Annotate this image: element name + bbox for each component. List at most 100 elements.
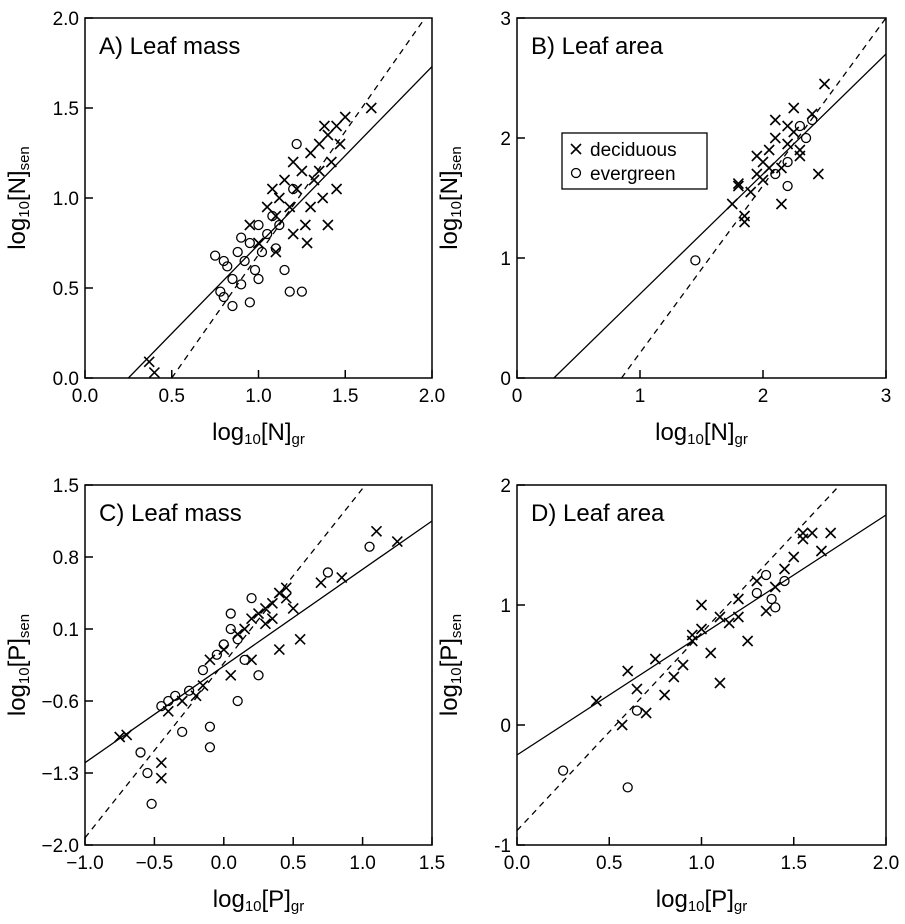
- y-tick-label: −2.0: [41, 836, 79, 857]
- point-o: [146, 798, 157, 810]
- point-x: [331, 120, 343, 132]
- y-tick-label: 0.5: [53, 279, 79, 300]
- point-x: [797, 527, 809, 539]
- legend-label: deciduous: [590, 140, 677, 161]
- point-o: [170, 690, 181, 702]
- point-x: [794, 144, 806, 156]
- x-tick-label: 0.0: [504, 853, 530, 874]
- point-x: [631, 683, 643, 695]
- point-o: [215, 286, 226, 297]
- legend-label: evergreen: [590, 164, 676, 185]
- point-x: [318, 120, 330, 132]
- point-x: [259, 602, 272, 614]
- y-tick-label: 1: [500, 596, 511, 617]
- point-x: [322, 129, 334, 141]
- point-x: [261, 201, 273, 213]
- y-tick-label: -1: [494, 836, 511, 857]
- subscript: 10: [448, 201, 465, 218]
- point-x: [640, 707, 652, 719]
- point-x: [313, 138, 325, 150]
- point-o: [253, 219, 264, 231]
- y-axis-label: log10[N]sen: [436, 146, 465, 250]
- plot-frame: [84, 17, 433, 379]
- point-x: [769, 581, 781, 593]
- point-o: [218, 639, 229, 650]
- label-part: log: [4, 218, 31, 250]
- x-tick-label: 1.5: [781, 853, 807, 874]
- y-tick-label: −0.6: [41, 692, 79, 713]
- point-x: [590, 695, 602, 707]
- point-x: [308, 174, 320, 186]
- y-tick-label: 2.0: [53, 9, 79, 30]
- point-x: [143, 356, 155, 368]
- point-x: [659, 689, 671, 701]
- subscript: 10: [687, 431, 704, 448]
- point-o: [256, 246, 268, 258]
- point-o: [253, 670, 264, 681]
- point-o: [690, 255, 701, 266]
- point-x: [304, 147, 317, 159]
- point-x: [775, 198, 788, 210]
- point-x: [695, 623, 708, 635]
- point-o: [211, 649, 223, 660]
- point-x: [296, 165, 308, 177]
- point-x: [788, 102, 800, 114]
- point-x: [714, 611, 726, 623]
- point-x: [284, 201, 296, 213]
- y-tick-label: 1.0: [53, 189, 79, 210]
- point-x: [197, 680, 209, 692]
- label-part: log: [656, 886, 688, 913]
- x-tick-label: 1.5: [419, 853, 445, 874]
- point-o: [249, 264, 261, 276]
- fit-line: [517, 485, 841, 832]
- point-x: [726, 198, 738, 210]
- point-x: [818, 78, 831, 90]
- point-o: [253, 273, 264, 285]
- point-o: [142, 767, 153, 779]
- x-tick-label: −1.0: [66, 853, 104, 874]
- y-axis-label: log10[P]sen: [4, 614, 33, 716]
- point-x: [732, 180, 744, 192]
- x-tick-label: 0.5: [596, 853, 622, 874]
- point-x: [266, 613, 278, 625]
- point-x: [259, 618, 272, 630]
- point-o: [232, 695, 243, 707]
- point-x: [616, 719, 628, 731]
- plot-area: [127, 18, 432, 378]
- label-part: [P]: [436, 638, 463, 667]
- point-x: [723, 617, 735, 629]
- x-tick-label: −0.5: [136, 853, 174, 874]
- point-x: [775, 162, 788, 174]
- point-o: [557, 765, 569, 776]
- point-o: [296, 286, 308, 297]
- point-x: [732, 178, 744, 190]
- label-part: log: [212, 419, 244, 446]
- point-o: [244, 297, 255, 308]
- plot-frame: [516, 17, 887, 379]
- point-o: [177, 726, 188, 738]
- point-x: [294, 633, 306, 645]
- point-x: [266, 597, 278, 609]
- point-x: [788, 126, 800, 138]
- point-o: [794, 120, 806, 132]
- point-x: [763, 144, 775, 156]
- y-tick-label: 1: [500, 249, 511, 270]
- x-tick-label: 0.0: [72, 386, 98, 407]
- subscript: gr: [734, 898, 747, 915]
- x-tick-label: 1: [635, 386, 646, 407]
- point-x: [287, 228, 299, 240]
- point-o: [239, 255, 250, 267]
- point-o: [770, 168, 781, 180]
- subscript: 10: [16, 667, 33, 684]
- y-axis-label: log10[N]sen: [4, 146, 33, 250]
- label-part: log: [436, 684, 463, 716]
- point-o: [218, 291, 229, 303]
- label-part: [P]: [262, 886, 291, 913]
- point-x: [757, 174, 769, 186]
- panel-title: D) Leaf area: [531, 500, 665, 527]
- subscript: gr: [292, 431, 305, 448]
- point-x: [649, 653, 661, 665]
- label-part: [N]: [704, 419, 735, 446]
- point-x: [245, 613, 258, 625]
